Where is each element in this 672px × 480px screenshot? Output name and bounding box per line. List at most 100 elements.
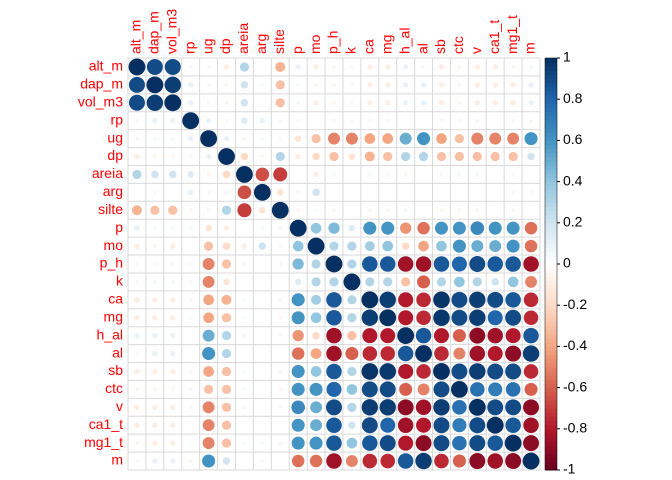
correlation-circle: [188, 280, 193, 284]
correlation-circle: [223, 64, 230, 70]
correlation-circle: [364, 241, 375, 252]
colorbar-segment: [545, 119, 557, 125]
correlation-circle: [347, 295, 357, 305]
correlation-circle: [469, 309, 486, 326]
correlation-circle: [326, 327, 342, 344]
correlation-circle: [401, 277, 411, 287]
correlation-circle: [170, 368, 176, 375]
colorbar-segment: [545, 74, 557, 80]
correlation-circle: [291, 382, 305, 396]
row-label: m: [111, 452, 123, 468]
correlation-circle: [487, 453, 503, 469]
correlation-circle: [523, 417, 539, 433]
correlation-circle: [134, 404, 140, 410]
colorbar-segment: [545, 86, 557, 92]
correlation-circle: [434, 346, 449, 361]
column-label: ca1_t: [486, 20, 502, 54]
correlation-circle: [438, 100, 445, 106]
correlation-circle: [506, 239, 520, 253]
correlation-circle: [332, 100, 336, 105]
correlation-circle: [489, 132, 502, 145]
correlation-circle: [170, 243, 176, 249]
correlation-circle: [188, 135, 194, 142]
correlation-circle: [240, 99, 249, 107]
column-label: p_h: [325, 31, 341, 54]
correlation-circle: [253, 183, 271, 201]
correlation-circle: [398, 363, 414, 380]
correlation-circle: [469, 417, 486, 434]
correlation-circle: [292, 258, 304, 270]
correlation-circle: [350, 100, 354, 105]
correlation-circle: [239, 62, 250, 72]
correlation-circle: [182, 112, 200, 130]
correlation-circle: [205, 118, 212, 124]
colorbar-segment: [545, 206, 557, 211]
column-label: areia: [235, 23, 251, 54]
correlation-circle: [451, 291, 468, 308]
correlation-circle: [528, 82, 534, 88]
correlation-circle: [348, 224, 356, 232]
correlation-circle: [434, 453, 449, 469]
correlation-circle: [152, 262, 157, 266]
colorbar-segment: [545, 338, 557, 343]
correlation-circle: [415, 399, 432, 416]
colorbar-segment: [545, 132, 557, 137]
correlation-circle: [309, 382, 323, 396]
correlation-circle: [367, 208, 372, 213]
correlation-circle: [128, 76, 145, 93]
colorbar-segment: [545, 371, 557, 376]
colorbar-segment: [545, 408, 557, 413]
column-label: vol_m3: [163, 9, 179, 54]
correlation-circle: [224, 190, 229, 195]
correlation-circle: [328, 132, 340, 145]
correlation-circle: [292, 240, 304, 252]
correlation-circle: [505, 256, 521, 272]
colorbar-segment: [545, 280, 557, 286]
correlation-circle: [492, 82, 498, 88]
correlation-circle: [379, 309, 397, 327]
correlation-circle: [469, 256, 486, 272]
correlation-circle: [505, 382, 521, 397]
correlation-circle: [361, 363, 379, 380]
correlation-circle: [525, 275, 537, 288]
correlation-circle: [505, 453, 522, 470]
colorbar-segment: [545, 441, 557, 446]
colorbar-segment: [545, 399, 557, 405]
correlation-circle: [506, 221, 520, 235]
colorbar-segment: [545, 177, 557, 183]
colorbar-segment: [545, 111, 557, 117]
colorbar-segment: [545, 465, 557, 471]
correlation-circle: [273, 167, 288, 182]
correlation-circle: [505, 292, 521, 308]
correlation-circle: [242, 333, 247, 338]
correlation-circle: [347, 331, 357, 341]
row-label: mg: [104, 308, 123, 324]
colorbar-segment: [545, 140, 557, 146]
correlation-circle: [350, 65, 354, 69]
colorbar-segment: [545, 58, 557, 63]
correlation-circle: [168, 205, 178, 215]
correlation-circle: [433, 291, 450, 309]
correlation-circle: [152, 350, 158, 357]
correlation-circle: [188, 226, 193, 231]
correlation-circle: [416, 364, 431, 379]
correlation-circle: [469, 363, 486, 380]
correlation-circle: [291, 347, 305, 360]
correlation-circle: [332, 118, 336, 123]
correlation-circle: [421, 65, 426, 69]
colorbar-segment: [545, 128, 557, 133]
correlation-circle: [328, 222, 340, 234]
row-label: arg: [103, 183, 123, 199]
correlation-circle: [326, 309, 342, 326]
correlation-circle: [472, 151, 482, 162]
correlation-circle: [402, 82, 409, 88]
row-label: p: [115, 219, 123, 235]
correlation-circle: [131, 205, 142, 216]
correlation-circle: [433, 363, 450, 380]
correlation-circle: [152, 190, 157, 195]
column-label: dap_m: [146, 11, 162, 54]
correlation-circle: [296, 82, 301, 87]
correlation-circle: [134, 297, 140, 303]
column-label: m: [522, 42, 538, 54]
colorbar-segment: [545, 189, 557, 195]
